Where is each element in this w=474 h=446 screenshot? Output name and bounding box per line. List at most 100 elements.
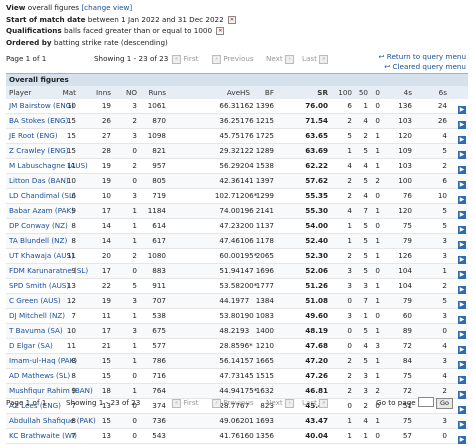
- cell-inns: 13: [101, 431, 111, 440]
- first-page-button: « First: [172, 53, 198, 65]
- cleared-query-link[interactable]: Cleared query menu: [392, 62, 466, 71]
- player-link[interactable]: SPD Smith (AUS): [9, 281, 70, 290]
- cell-sixes: 2: [442, 161, 447, 170]
- cell-sixes: 5: [442, 221, 447, 230]
- column-header-bf[interactable]: BF: [264, 88, 274, 97]
- cell-sr: 57.62: [305, 176, 328, 185]
- cell-runs: 805: [152, 176, 166, 185]
- player-link[interactable]: Babar Azam (PAK): [9, 206, 75, 215]
- player-link[interactable]: Abdullah Shafique (PAK): [9, 416, 96, 425]
- player-link[interactable]: Z Crawley (ENG): [9, 146, 69, 155]
- cell-fifties: 5: [363, 326, 368, 335]
- column-header-runs[interactable]: Runs: [148, 88, 166, 97]
- row-expand-icon[interactable]: ▶: [458, 166, 466, 174]
- cell-no: 3: [132, 131, 137, 140]
- row-expand-icon[interactable]: ▶: [458, 136, 466, 144]
- column-header-no[interactable]: NO: [125, 88, 137, 97]
- remove-filter-icon[interactable]: ✕: [227, 15, 236, 24]
- player-link[interactable]: UT Khawaja (AUS): [9, 251, 74, 260]
- row-expand-icon[interactable]: ▶: [458, 106, 466, 114]
- cell-ave: 56.14: [219, 356, 240, 365]
- row-expand-icon[interactable]: ▶: [458, 271, 466, 279]
- player-link[interactable]: JM Bairstow (ENG): [9, 101, 75, 110]
- column-header-player[interactable]: Player: [9, 88, 32, 97]
- cell-fours: 120: [398, 206, 412, 215]
- player-link[interactable]: C Green (AUS): [9, 296, 61, 305]
- change-view-link[interactable]: [change view]: [81, 3, 133, 12]
- cell-inns: 22: [101, 281, 111, 290]
- row-expand-icon[interactable]: ▶: [458, 316, 466, 324]
- player-link[interactable]: TA Blundell (NZ): [9, 236, 68, 245]
- player-link[interactable]: Imam-ul-Haq (PAK): [9, 356, 78, 365]
- qualifications-value: balls faced greater than or equal to 100…: [63, 26, 213, 35]
- cell-ducks: 2: [375, 176, 380, 185]
- cell-sixes: 0: [442, 326, 447, 335]
- row-expand-icon[interactable]: ▶: [458, 436, 466, 444]
- column-header-ave[interactable]: Ave: [226, 88, 240, 97]
- cell-inns: 13: [101, 401, 111, 410]
- row-expand-icon[interactable]: ▶: [458, 151, 466, 159]
- remove-filter-icon[interactable]: ✕: [216, 27, 225, 35]
- cell-sixes: 4: [442, 371, 447, 380]
- row-expand-icon[interactable]: ▶: [458, 376, 466, 384]
- cleared-arrow-icon: ↩: [384, 62, 391, 71]
- column-header-hundreds[interactable]: 100: [338, 88, 352, 97]
- cell-sixes: 3: [442, 311, 447, 320]
- player-link[interactable]: DJ Mitchell (NZ): [9, 311, 66, 320]
- column-header-fours[interactable]: 4s: [403, 88, 412, 97]
- player-link[interactable]: T Bavuma (SA): [9, 326, 63, 335]
- player-link[interactable]: JE Root (ENG): [9, 131, 58, 140]
- row-expand-icon[interactable]: ▶: [458, 181, 466, 189]
- row-expand-icon[interactable]: ▶: [458, 211, 466, 219]
- row-expand-icon[interactable]: ▶: [458, 196, 466, 204]
- row-expand-icon[interactable]: ▶: [458, 241, 466, 249]
- column-header-inns[interactable]: Inns: [96, 88, 111, 97]
- player-link[interactable]: M Labuschagne (AUS): [9, 161, 88, 170]
- column-header-ducks[interactable]: 0: [375, 88, 380, 97]
- player-link[interactable]: AD Mathews (SL): [9, 371, 71, 380]
- row-expand-icon[interactable]: ▶: [458, 301, 466, 309]
- player-link[interactable]: KC Brathwaite (WI): [9, 431, 77, 440]
- column-header-sixes[interactable]: 6s: [438, 88, 447, 97]
- row-expand-icon[interactable]: ▶: [458, 286, 466, 294]
- previous-page-button: ‹ Previous: [212, 53, 254, 65]
- row-expand-icon[interactable]: ▶: [458, 256, 466, 264]
- row-expand-icon[interactable]: ▶: [458, 226, 466, 234]
- player-link[interactable]: BA Stokes (ENG): [9, 116, 69, 125]
- cell-bf: 823: [260, 401, 274, 410]
- first-page-icon: «: [172, 54, 181, 64]
- cell-sr: 51.08: [305, 296, 328, 305]
- cell-runs: 577: [152, 341, 166, 350]
- cell-mat: 15: [66, 131, 76, 140]
- row-expand-icon[interactable]: ▶: [458, 121, 466, 129]
- cell-ducks: 1: [375, 206, 380, 215]
- return-to-query-link[interactable]: Return to query menu: [386, 52, 466, 61]
- row-expand-icon[interactable]: ▶: [458, 406, 466, 414]
- row-expand-icon[interactable]: ▶: [458, 391, 466, 399]
- cell-sixes: 3: [442, 416, 447, 425]
- cell-sr: 47.68: [305, 341, 328, 350]
- cell-bf: 1396: [255, 101, 274, 110]
- goto-page-input[interactable]: [418, 397, 434, 407]
- row-expand-icon[interactable]: ▶: [458, 346, 466, 354]
- player-link[interactable]: DP Conway (NZ): [9, 221, 68, 230]
- player-link[interactable]: Mushfiqur Rahim (BAN): [9, 386, 93, 395]
- cell-runs: 736: [152, 416, 166, 425]
- player-link[interactable]: D Elgar (SA): [9, 341, 53, 350]
- column-header-fifties[interactable]: 50: [358, 88, 368, 97]
- next-page-icon: ›: [285, 398, 295, 408]
- go-button[interactable]: Go: [436, 398, 454, 409]
- column-header-mat[interactable]: Mat: [62, 88, 76, 97]
- cell-ave: 29.32: [219, 146, 240, 155]
- cell-fifties: 3: [363, 371, 368, 380]
- cell-ducks: 0: [375, 311, 380, 320]
- player-link[interactable]: FDM Karunaratne (SL): [9, 266, 89, 275]
- player-link[interactable]: Litton Das (BAN): [9, 176, 69, 185]
- row-expand-icon[interactable]: ▶: [458, 361, 466, 369]
- column-header-sr[interactable]: SR: [317, 88, 328, 97]
- player-link[interactable]: LD Chandimal (SL): [9, 191, 76, 200]
- table-row: T Bavuma (SA) 10 17 3 675 93 48.21 1400 48.19 0 5 1…: [6, 324, 468, 339]
- player-link[interactable]: AZ Lees (ENG): [9, 401, 61, 410]
- cell-no: 0: [132, 176, 137, 185]
- row-expand-icon[interactable]: ▶: [458, 331, 466, 339]
